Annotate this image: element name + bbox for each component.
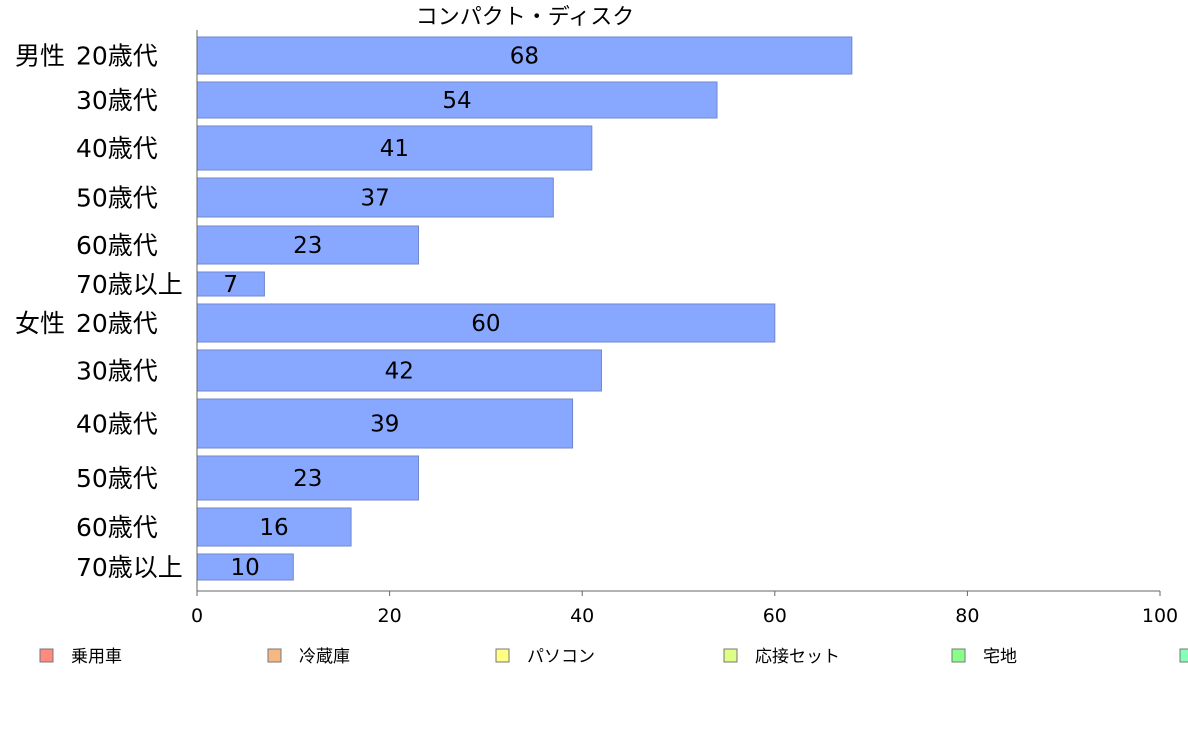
category-label: 60歳代 bbox=[76, 231, 158, 260]
bar bbox=[196, 36, 853, 75]
bar bbox=[196, 225, 419, 265]
legend: 乗用車 冷蔵庫 パソコン 応接セット 宅地 bbox=[39, 647, 1188, 667]
category-label: 20歳代 bbox=[76, 42, 158, 71]
x-tick-label: 100 bbox=[1142, 605, 1178, 627]
category-label: 30歳代 bbox=[76, 357, 158, 386]
x-tick-label: 80 bbox=[955, 605, 979, 627]
bar-value-label: 37 bbox=[361, 186, 390, 212]
legend-label: 応接セット bbox=[755, 647, 840, 667]
chart-title: コンパクト・ディスク bbox=[416, 5, 634, 30]
x-tick-label: 60 bbox=[763, 605, 787, 627]
group-label: 男性 bbox=[15, 42, 65, 71]
bar-value-label: 16 bbox=[259, 515, 288, 541]
bar bbox=[196, 553, 294, 581]
legend-label: 冷蔵庫 bbox=[299, 647, 350, 667]
bar bbox=[196, 125, 593, 171]
legend-label: 乗用車 bbox=[71, 647, 122, 667]
legend-swatch bbox=[951, 648, 966, 663]
category-labels: 20歳代男性30歳代40歳代50歳代60歳代70歳以上20歳代女性30歳代40歳… bbox=[15, 42, 183, 583]
bar-value-label: 42 bbox=[385, 359, 414, 385]
category-label: 30歳代 bbox=[76, 86, 158, 115]
legend-swatch bbox=[723, 648, 738, 663]
legend-swatch bbox=[1179, 648, 1188, 663]
category-label: 40歳代 bbox=[76, 134, 158, 163]
legend-swatch bbox=[39, 648, 54, 663]
bar-value-label: 54 bbox=[442, 88, 471, 114]
category-label: 50歳代 bbox=[76, 184, 158, 213]
bar-value-label: 68 bbox=[510, 44, 539, 70]
bar-value-label: 10 bbox=[231, 555, 260, 581]
category-label: 70歳以上 bbox=[76, 553, 183, 582]
bar bbox=[196, 455, 419, 501]
category-label: 60歳代 bbox=[76, 513, 158, 542]
bar-value-label: 23 bbox=[293, 466, 322, 492]
bar-value-label: 39 bbox=[370, 412, 399, 438]
bar bbox=[196, 81, 718, 119]
bar-value-label: 7 bbox=[223, 272, 238, 298]
bar bbox=[196, 303, 776, 343]
bar-value-label: 41 bbox=[380, 136, 409, 162]
x-tick-label: 20 bbox=[378, 605, 402, 627]
group-label: 女性 bbox=[15, 309, 65, 338]
bar bbox=[196, 177, 554, 218]
category-label: 20歳代 bbox=[76, 309, 158, 338]
legend-label: 宅地 bbox=[983, 647, 1017, 667]
category-label: 70歳以上 bbox=[76, 270, 183, 299]
legend-label: パソコン bbox=[527, 647, 595, 667]
legend-swatch bbox=[495, 648, 510, 663]
category-label: 50歳代 bbox=[76, 464, 158, 493]
bar bbox=[196, 507, 352, 547]
bar-value-label: 60 bbox=[471, 311, 500, 337]
x-tick-label: 40 bbox=[570, 605, 594, 627]
x-tick-label: 0 bbox=[191, 605, 203, 627]
category-label: 40歳代 bbox=[76, 410, 158, 439]
legend-swatch bbox=[267, 648, 282, 663]
bar-value-label: 23 bbox=[293, 233, 322, 259]
x-axis: 0 20 40 60 80 100 bbox=[191, 30, 1178, 627]
